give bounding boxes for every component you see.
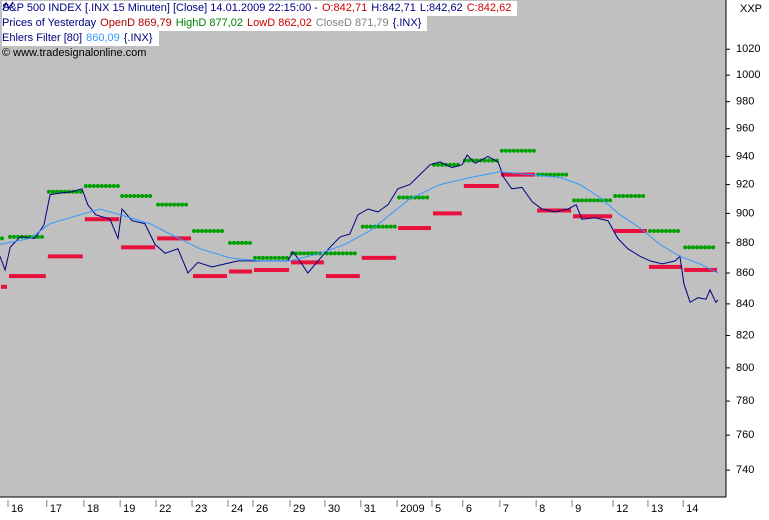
x-tick-label: 30 <box>328 503 340 515</box>
daily-low <box>614 228 647 233</box>
legend-text: O:842,71 <box>321 2 368 14</box>
daily-low <box>361 255 397 260</box>
legend-icon-path <box>2 1 14 11</box>
legend-text: LowD 862,02 <box>247 17 312 29</box>
daily-low <box>573 214 613 219</box>
daily-low <box>84 217 120 222</box>
x-tick-label: 8 <box>539 503 545 515</box>
y-tick-label: 880 <box>736 237 754 249</box>
daily-low <box>432 211 462 216</box>
legend-text: Prices of Yesterday <box>2 17 97 29</box>
daily-low <box>157 236 192 241</box>
y-tick-label: 840 <box>736 298 754 310</box>
filter-line <box>0 171 719 274</box>
y-tick-label: 740 <box>736 464 754 476</box>
legend-text: C:842,62 <box>466 2 512 14</box>
y-tick-label: 860 <box>736 267 754 279</box>
daily-low <box>398 226 431 231</box>
legend: S&P 500 INDEX [.INX 15 Minuten] [Close] … <box>2 1 518 61</box>
daily-low <box>648 264 683 269</box>
y-tick-label: 940 <box>736 150 754 162</box>
daily-low <box>121 245 156 250</box>
corner-label: XXP <box>740 3 762 15</box>
x-tick-label: 24 <box>231 503 243 515</box>
x-tick-label: 26 <box>256 503 268 515</box>
legend-text: L:842,62 <box>419 2 463 14</box>
daily-low <box>8 274 46 279</box>
x-tick-label: 16 <box>11 503 23 515</box>
price-line <box>0 154 719 304</box>
y-tick-label: 800 <box>736 362 754 374</box>
daily-low <box>463 183 499 188</box>
y-tick-label: 900 <box>736 207 754 219</box>
x-tick-label: 2009 <box>400 503 424 515</box>
legend-text: © www.tradesignalonline.com <box>2 47 147 59</box>
x-tick-label: 5 <box>435 503 441 515</box>
y-tick-label: 920 <box>736 178 754 190</box>
legend-line: © www.tradesignalonline.com <box>2 46 517 61</box>
legend-line: Ehlers Filter [80] 860,09 {.INX} <box>2 1 159 46</box>
legend-text: HighD 877,02 <box>175 17 244 29</box>
daily-low <box>325 274 360 279</box>
y-tick-label: 980 <box>736 96 754 108</box>
legend-text: CloseD 871,79 <box>315 17 389 29</box>
y-tick-label: 960 <box>736 123 754 135</box>
x-tick-label: 13 <box>651 503 663 515</box>
legend-text: {.INX} <box>392 17 422 29</box>
legend-line: S&P 500 INDEX [.INX 15 Minuten] [Close] … <box>2 1 518 16</box>
x-tick-label: 23 <box>195 503 207 515</box>
y-tick-label: 760 <box>736 429 754 441</box>
x-tick-label: 31 <box>364 503 376 515</box>
daily-low <box>500 172 536 177</box>
legend-text: OpenD 869,79 <box>100 17 172 29</box>
legend-text: {.INX} <box>123 32 153 44</box>
daily-low <box>537 208 572 213</box>
daily-low <box>684 267 718 272</box>
x-tick-label: 29 <box>293 503 305 515</box>
daily-low <box>291 260 324 265</box>
y-tick-label: 1000 <box>736 69 760 81</box>
x-tick-label: 19 <box>123 503 135 515</box>
legend-text: H:842,71 <box>371 2 416 14</box>
daily-low <box>254 267 290 272</box>
legend-line: Prices of Yesterday OpenD 869,79 HighD 877… <box>2 1 428 31</box>
x-tick-label: 12 <box>616 503 628 515</box>
legend-icon <box>2 1 14 11</box>
daily-low <box>228 269 253 274</box>
daily-low <box>47 254 83 259</box>
x-tick-label: 18 <box>87 503 99 515</box>
plot-area <box>0 0 726 497</box>
x-tick-label: 14 <box>686 503 698 515</box>
x-tick-label: 17 <box>50 503 62 515</box>
x-tick-label: 22 <box>159 503 171 515</box>
legend-text: S&P 500 INDEX [.INX 15 Minuten] [Close] … <box>2 2 318 14</box>
legend-text: 860,09 <box>86 32 120 44</box>
legend-text: Ehlers Filter [80] <box>2 32 83 44</box>
y-tick-label: 820 <box>736 329 754 341</box>
daily-low <box>193 274 227 279</box>
x-tick-label: 6 <box>466 503 472 515</box>
x-tick-label: 9 <box>575 503 581 515</box>
y-tick-label: 1020 <box>736 43 760 55</box>
x-tick-label: 7 <box>503 503 509 515</box>
y-tick-label: 780 <box>736 395 754 407</box>
daily-low <box>1 284 7 289</box>
